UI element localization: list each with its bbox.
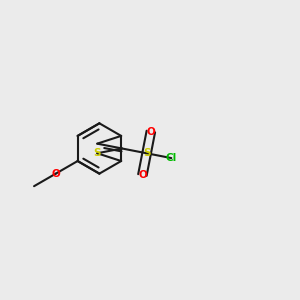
Text: Cl: Cl [166,153,177,163]
Text: O: O [52,169,60,178]
Text: S: S [143,148,150,158]
Text: O: O [138,170,147,180]
Text: S: S [94,148,101,158]
Text: O: O [146,127,155,136]
